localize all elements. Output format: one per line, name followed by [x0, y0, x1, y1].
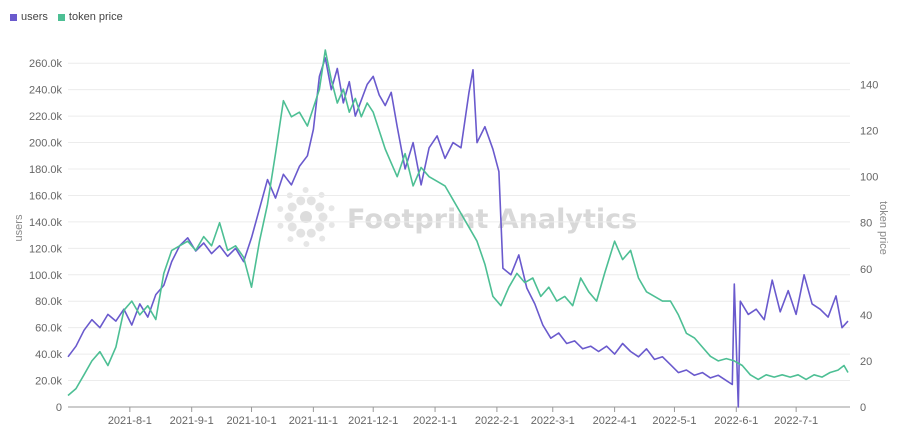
legend-item-token-price[interactable]: token price — [57, 11, 123, 23]
x-tick-label: 2022-2-1 — [475, 415, 519, 427]
watermark-logo-dot — [315, 222, 325, 232]
series-line-token-price — [67, 49, 849, 397]
legend: users token price — [10, 11, 123, 23]
series-line-users — [67, 57, 849, 408]
y-left-tick-label: 240.0k — [29, 85, 63, 97]
y-left-tick-label: 140.0k — [29, 217, 63, 229]
watermark-logo-dot — [277, 222, 284, 229]
x-tick-label: 2022-3-1 — [531, 415, 575, 427]
y-right-tick-label: 60 — [860, 264, 872, 276]
y-left-tick-label: 260.0k — [29, 58, 63, 70]
x-tick-label: 2021-8-1 — [108, 415, 152, 427]
watermark-logo-dot — [277, 206, 284, 213]
watermark-logo-dot — [306, 196, 316, 206]
watermark-logo-dot — [328, 221, 335, 228]
watermark-logo-dot — [306, 228, 316, 238]
x-tick-label: 2022-7-1 — [774, 415, 818, 427]
footprint-logo-icon — [277, 187, 335, 247]
watermark-logo-dot — [319, 235, 326, 242]
y-left-tick-label: 40.0k — [35, 349, 62, 361]
legend-label-token-price: token price — [68, 11, 123, 23]
y-left-tick-label: 220.0k — [29, 111, 63, 123]
axes: 0 20.0k 40.0k 60.0k 80.0k 100.0k 120.0k 140.0k 1… — [29, 58, 878, 427]
watermark-logo-dot — [296, 228, 306, 238]
watermark-logo-dot — [318, 191, 325, 198]
y-right-tick-label: 0 — [860, 402, 866, 414]
x-tick-label: 2021-11-1 — [289, 415, 338, 427]
y-axis-title-left: users — [13, 214, 25, 241]
x-tick-label: 2022-5-1 — [652, 415, 696, 427]
watermark-logo-dot — [296, 196, 306, 206]
grid — [68, 62, 850, 382]
legend-swatch-users — [10, 13, 17, 21]
y-left-tick-label: 180.0k — [29, 164, 63, 176]
x-tick-label: 2021-12-1 — [348, 415, 398, 427]
axis-titles: users token price — [13, 201, 889, 255]
y-left-tick-label: 60.0k — [35, 323, 62, 335]
y-axis-title-right: token price — [877, 201, 889, 255]
watermark-logo-dot — [328, 205, 335, 212]
y-right-tick-label: 140 — [860, 80, 878, 92]
watermark-logo-dot — [318, 212, 328, 222]
y-left-tick-label: 100.0k — [29, 270, 63, 282]
x-tick-label: 2022-4-1 — [593, 415, 637, 427]
legend-label-users: users — [21, 11, 48, 23]
y-right-tick-label: 40 — [860, 310, 872, 322]
y-left-tick-label: 200.0k — [29, 138, 63, 150]
watermark: Footprint Analytics — [277, 187, 637, 247]
watermark-logo-dot — [315, 202, 325, 212]
watermark-logo-dot — [287, 202, 297, 212]
x-tick-label: 2021-10-1 — [226, 415, 276, 427]
y-right-tick-label: 100 — [860, 172, 878, 184]
y-right-tick-label: 120 — [860, 126, 878, 138]
y-right-tick-label: 80 — [860, 218, 872, 230]
watermark-logo-center — [300, 211, 312, 223]
x-tick-label: 2021-9-1 — [170, 415, 214, 427]
y-left-tick-label: 160.0k — [29, 190, 63, 202]
legend-item-users[interactable]: users — [10, 11, 48, 23]
watermark-logo-dot — [303, 240, 310, 247]
y-left-tick-label: 80.0k — [35, 296, 62, 308]
y-left-tick-label: 0 — [56, 402, 62, 414]
watermark-logo-dot — [302, 187, 309, 194]
watermark-logo-dot — [287, 236, 294, 243]
watermark-logo-dot — [287, 222, 297, 232]
series — [67, 49, 849, 408]
legend-swatch-token-price — [57, 13, 65, 21]
y-left-tick-label: 120.0k — [29, 243, 63, 255]
y-left-tick-label: 20.0k — [35, 376, 62, 388]
y-right-tick-label: 20 — [860, 356, 872, 368]
x-tick-label: 2022-1-1 — [413, 415, 457, 427]
watermark-logo-dot — [284, 212, 294, 222]
watermark-text: Footprint Analytics — [347, 204, 637, 235]
x-tick-label: 2022-6-1 — [714, 415, 758, 427]
